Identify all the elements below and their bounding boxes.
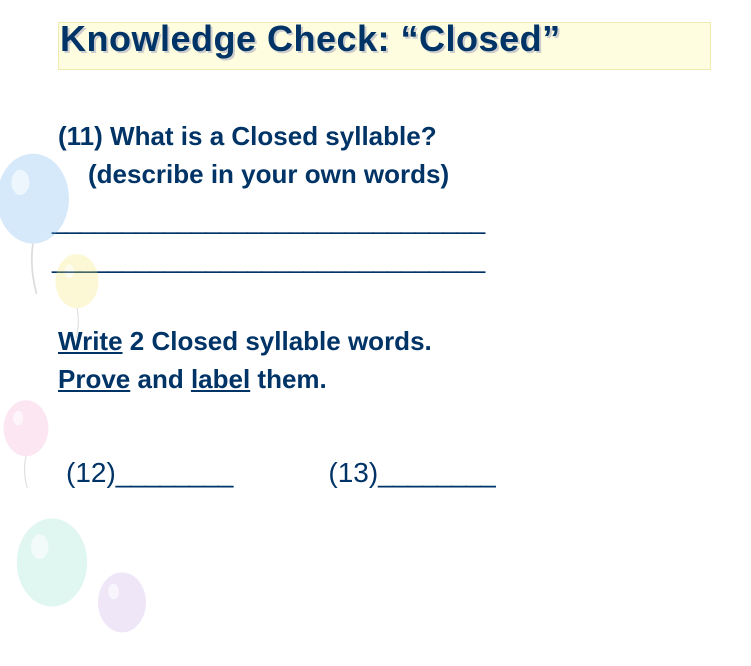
- balloon-yellow-icon: [50, 252, 104, 338]
- balloon-teal-icon: [8, 515, 96, 656]
- question-11-text: What is a Closed syllable?: [110, 121, 437, 151]
- balloon-purple-icon: [92, 570, 152, 666]
- answer-13: (13)________: [328, 457, 494, 489]
- title-region: Knowledge Check: “Closed”: [40, 18, 711, 60]
- slide-title: Knowledge Check: “Closed”: [40, 18, 711, 60]
- balloon-pink-icon: [0, 398, 54, 488]
- question-11: (11) What is a Closed syllable?: [58, 118, 707, 156]
- answer-12-blank: ________: [116, 457, 233, 489]
- answer-13-label: (13): [328, 457, 378, 489]
- content-region: (11) What is a Closed syllable? (describ…: [40, 118, 711, 489]
- question-11-sub: (describe in your own words): [58, 156, 707, 194]
- answer-blank-lines: _______________________________ ________…: [52, 201, 707, 279]
- answer-12-label: (12): [66, 457, 116, 489]
- answer-row: (12)________ (13)________: [58, 457, 707, 489]
- instruction-text: Write 2 Closed syllable words. Prove and…: [58, 323, 707, 398]
- answer-13-blank: ________: [378, 457, 495, 489]
- slide-container: Knowledge Check: “Closed” (11) What is a…: [0, 0, 751, 576]
- question-11-number: (11): [58, 121, 103, 151]
- answer-12: (12)________: [66, 457, 232, 489]
